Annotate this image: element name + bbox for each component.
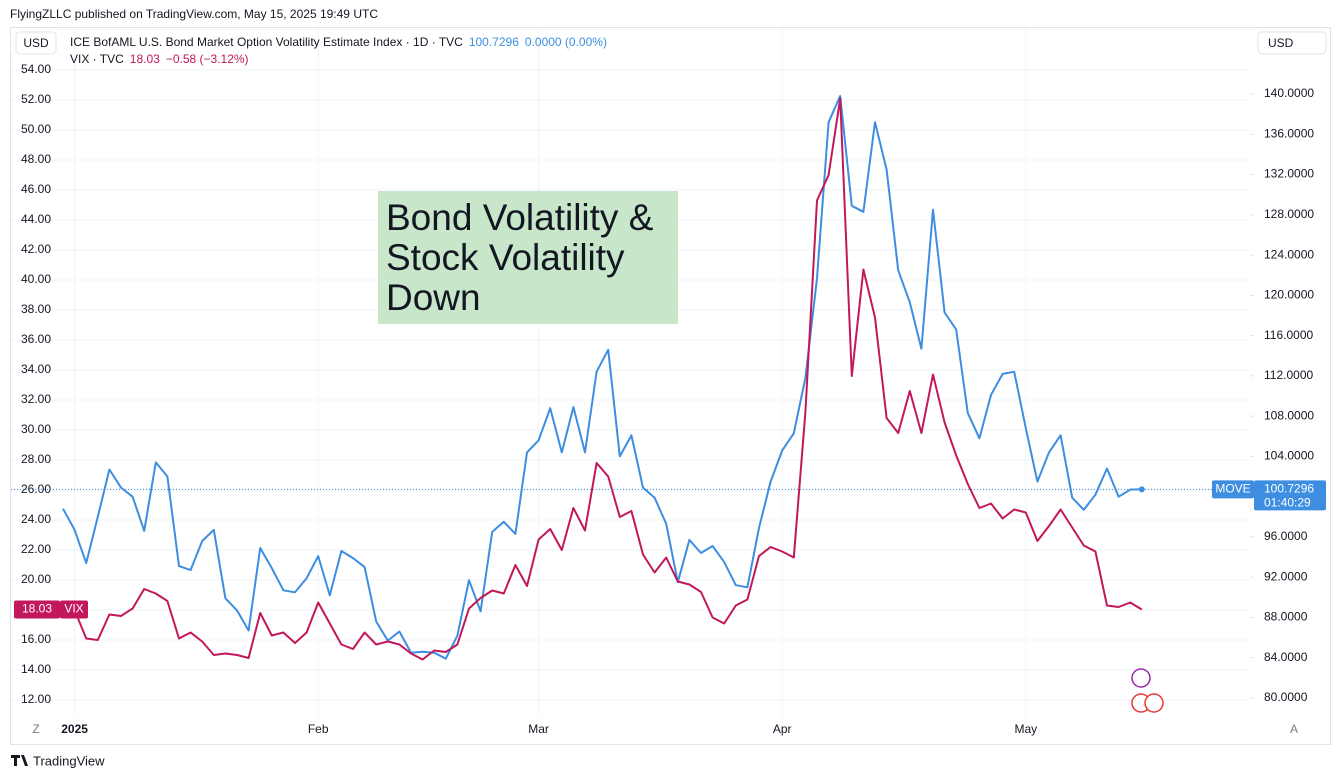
series-line (62, 95, 1142, 660)
x-tick-label: May (1014, 722, 1037, 736)
y-tick-label: 52.00 (21, 92, 51, 106)
y-tick-label: 46.00 (21, 182, 51, 196)
y2-tick-label: 120.0000 (1264, 288, 1314, 302)
y-tick-label: 26.00 (21, 482, 51, 496)
y-tick-label: 44.00 (21, 212, 51, 226)
x-tick-label: Apr (773, 722, 792, 736)
series-line (62, 97, 1143, 661)
price-tag (1254, 480, 1326, 511)
event-icon[interactable] (1131, 668, 1151, 688)
legend-vix: VIX · TVC 18.03 −0.58 (−3.12%) (70, 52, 249, 66)
currency-right: USD (1268, 36, 1294, 50)
header: FlyingZLLC published on TradingView.com,… (10, 7, 378, 21)
legend-change: 0.0000 (0.00%) (525, 35, 607, 49)
y2-tick-label: 92.0000 (1264, 569, 1308, 583)
price-tag (14, 600, 60, 619)
y-tick-label: 12.00 (21, 692, 51, 706)
x-tick-label: 2025 (61, 722, 88, 736)
y-tick-label: 34.00 (21, 362, 51, 376)
x-tick-label: Mar (528, 722, 549, 736)
y-tick-label: 40.00 (21, 272, 51, 286)
legend-change: −0.58 (−3.12%) (166, 52, 249, 66)
y2-tick-label: 136.0000 (1264, 126, 1314, 140)
y2-tick-label: 80.0000 (1264, 690, 1308, 704)
y-tick-label: 24.00 (21, 512, 51, 526)
y2-tick-label: 112.0000 (1264, 368, 1313, 382)
y2-tick-label: 88.0000 (1264, 610, 1308, 624)
price-tag-value: 18.03 (22, 602, 52, 616)
annotation-box (378, 191, 678, 324)
y-tick-label: 14.00 (21, 662, 51, 676)
y-tick-label: 38.00 (21, 302, 51, 316)
y2-tick-label: 124.0000 (1264, 247, 1314, 261)
currency-box[interactable] (15, 31, 57, 55)
legend-move: ICE BofAML U.S. Bond Market Option Volat… (70, 35, 607, 49)
y2-tick-label: 116.0000 (1264, 328, 1313, 342)
y2-tick-label: 132.0000 (1264, 167, 1314, 181)
price-tag (1212, 480, 1254, 499)
price-tag-value: 100.7296 (1264, 481, 1314, 495)
currency-left: USD (23, 36, 49, 50)
legend-value: 100.7296 (469, 35, 519, 49)
y2-tick-label: 140.0000 (1264, 86, 1314, 100)
x-tick-label: Feb (308, 722, 329, 736)
y-tick-label: 22.00 (21, 542, 51, 556)
y2-tick-label: 108.0000 (1264, 408, 1314, 422)
frame (10, 27, 1331, 745)
y2-tick-label: 96.0000 (1264, 529, 1308, 543)
y-tick-label: 28.00 (21, 452, 51, 466)
event-icon[interactable] (1144, 693, 1164, 713)
price-tag (60, 600, 88, 619)
footer: TradingView (33, 753, 105, 768)
legend-label: VIX · TVC (70, 52, 124, 66)
y-tick-label: 30.00 (21, 422, 51, 436)
y2-tick-label: 84.0000 (1264, 650, 1308, 664)
logo (11, 755, 28, 766)
price-tag-name: MOVE (1215, 481, 1250, 495)
legend-value: 18.03 (130, 52, 160, 66)
y-tick-label: 16.00 (21, 632, 51, 646)
corner-right[interactable]: A (1290, 722, 1298, 736)
y2-tick-label: 128.0000 (1264, 207, 1314, 221)
price-tag-countdown: 01:40:29 (1264, 495, 1311, 509)
y-tick-label: 54.00 (21, 62, 51, 76)
y2-tick-label: 104.0000 (1264, 449, 1314, 463)
price-tag-name: VIX (64, 602, 83, 616)
annotation: Bond Volatility & (386, 197, 654, 238)
y-tick-label: 42.00 (21, 242, 51, 256)
y-tick-label: 32.00 (21, 392, 51, 406)
annotation: Stock Volatility (386, 237, 625, 278)
corner-left[interactable]: Z (32, 722, 39, 736)
annotation: Down (386, 277, 481, 318)
y-tick-label: 20.00 (21, 572, 51, 586)
plot (62, 95, 1143, 661)
y-tick-label: 48.00 (21, 152, 51, 166)
legend-label: ICE BofAML U.S. Bond Market Option Volat… (70, 35, 463, 49)
y-tick-label: 36.00 (21, 332, 51, 346)
last-point (1138, 486, 1145, 493)
y-tick-label: 50.00 (21, 122, 51, 136)
currency-box[interactable] (1257, 31, 1327, 55)
